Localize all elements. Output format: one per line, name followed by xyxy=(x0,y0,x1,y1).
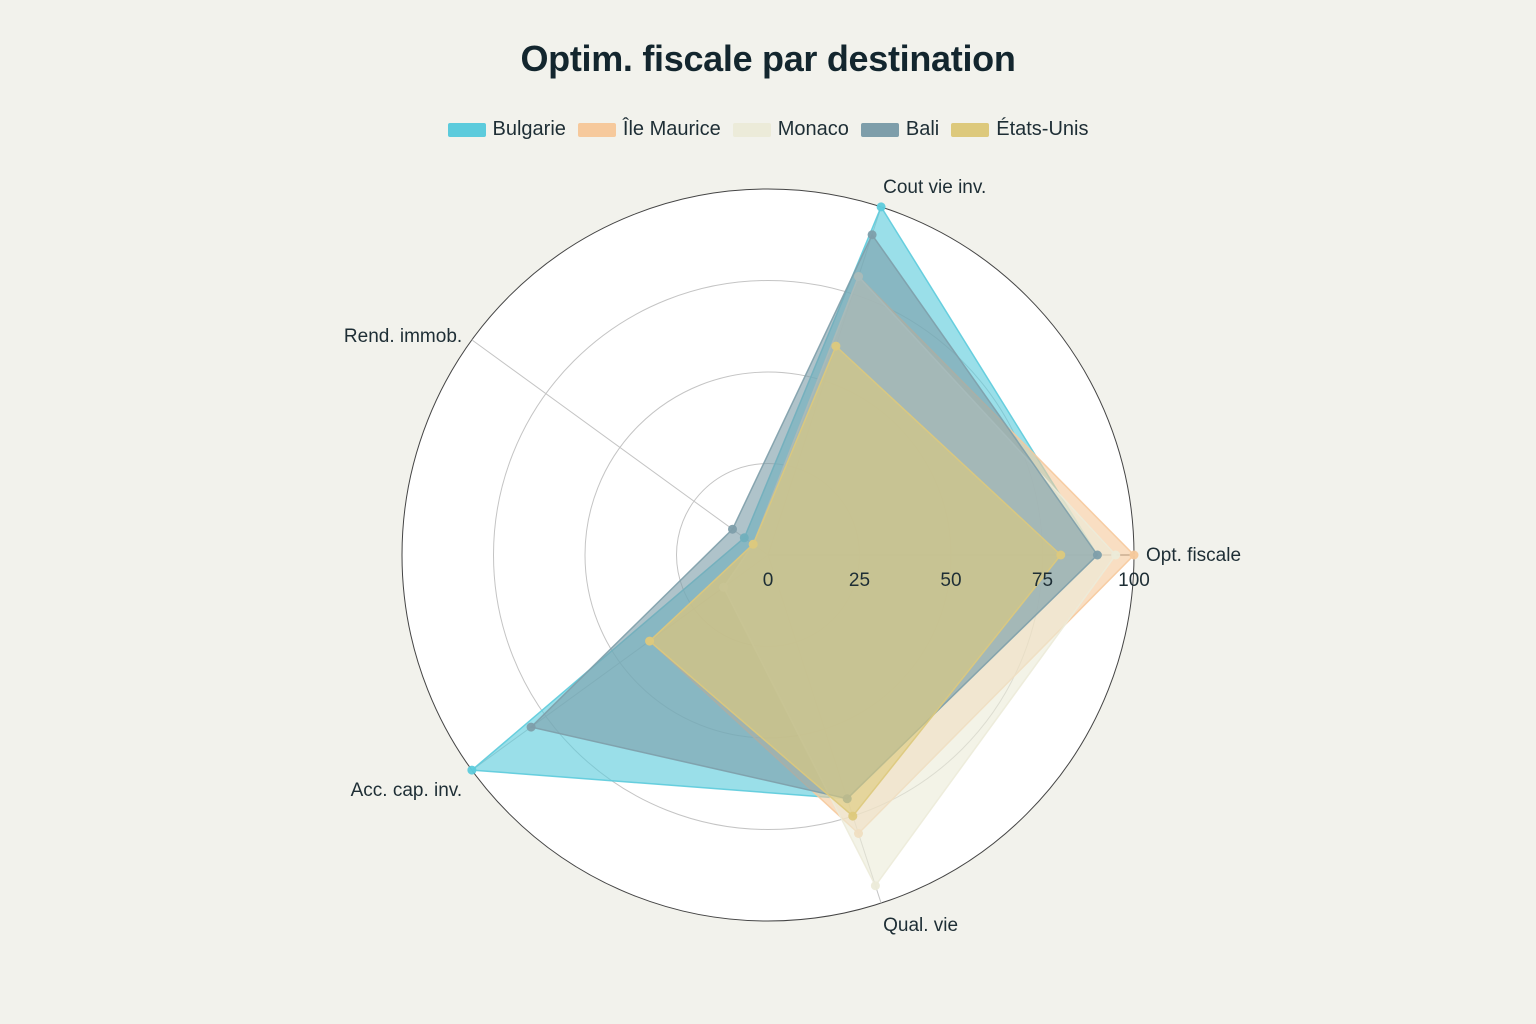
axis-label-3: Acc. cap. inv. xyxy=(351,780,463,801)
series-point-4-4[interactable] xyxy=(848,811,858,821)
series-point-3-0[interactable] xyxy=(1092,550,1102,560)
legend-swatch-ile-maurice xyxy=(577,122,616,137)
series-point-4-1[interactable] xyxy=(831,341,841,351)
legend-label-etats-unis: États-Unis xyxy=(996,118,1089,140)
series-point-0-1[interactable] xyxy=(876,202,886,212)
legend-item-bulgarie[interactable]: Bulgarie xyxy=(447,118,566,141)
axis-label-4: Qual. vie xyxy=(883,915,958,936)
series-point-4-3[interactable] xyxy=(645,636,655,646)
legend: Bulgarie Île Maurice Monaco Bali États-U… xyxy=(0,118,1536,141)
legend-label-bali: Bali xyxy=(905,118,940,140)
legend-label-ile-maurice: Île Maurice xyxy=(622,118,721,140)
axis-label-2: Rend. immob. xyxy=(344,326,462,347)
series-point-1-0[interactable] xyxy=(1129,550,1139,560)
legend-swatch-etats-unis xyxy=(951,122,990,137)
labels: Opt. fiscale Cout vie inv. Rend. immob. Acc… xyxy=(344,177,1241,936)
series-point-4-2[interactable] xyxy=(748,539,758,549)
radial-tick-label-4: 100 xyxy=(1118,570,1150,591)
legend-swatch-monaco xyxy=(732,122,771,137)
legend-item-monaco[interactable]: Monaco xyxy=(732,118,849,141)
series-point-2-4[interactable] xyxy=(870,881,880,891)
series-point-0-3[interactable] xyxy=(467,765,477,775)
radial-tick-label-3: 75 xyxy=(1032,570,1053,591)
radial-tick-label-1: 25 xyxy=(849,570,870,591)
legend-item-etats-unis[interactable]: États-Unis xyxy=(951,118,1088,141)
series-area xyxy=(467,202,1139,891)
legend-item-ile-maurice[interactable]: Île Maurice xyxy=(577,118,721,141)
axis-spoke-2 xyxy=(471,339,769,556)
axis-label-1: Cout vie inv. xyxy=(883,177,986,198)
series-point-3-3[interactable] xyxy=(526,722,536,732)
axis-label-0: Opt. fiscale xyxy=(1146,545,1241,566)
series-point-3-1[interactable] xyxy=(867,230,877,240)
series-point-4-0[interactable] xyxy=(1056,550,1066,560)
legend-label-bulgarie: Bulgarie xyxy=(492,118,566,140)
radial-tick-label-2: 50 xyxy=(940,570,961,591)
legend-swatch-bulgarie xyxy=(447,122,486,137)
chart-title: Optim. fiscale par destination xyxy=(520,38,1016,79)
series-point-3-2[interactable] xyxy=(728,524,737,534)
legend-label-monaco: Monaco xyxy=(777,118,849,140)
radial-tick-label-0: 0 xyxy=(763,570,774,591)
series-point-2-0[interactable] xyxy=(1111,550,1121,560)
legend-swatch-bali xyxy=(860,122,899,137)
legend-item-bali[interactable]: Bali xyxy=(860,118,940,141)
series-area-4[interactable] xyxy=(648,344,1062,818)
